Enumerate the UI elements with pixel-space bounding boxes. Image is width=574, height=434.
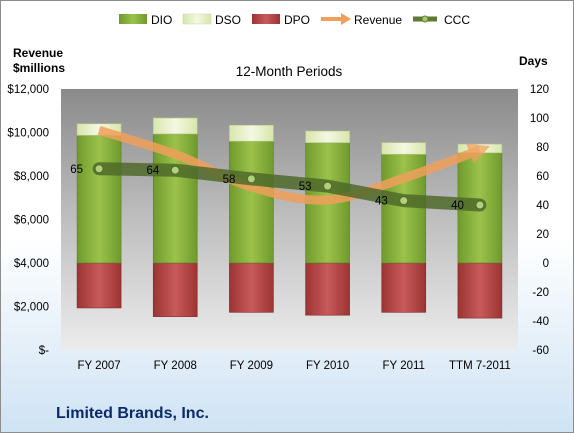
x-tick-label: FY 2007 [77,360,120,372]
right-tick-label: -60 [532,345,549,357]
right-tick-label: 20 [536,229,549,241]
bar-dpo [76,262,122,309]
ccc-group: 65 64 58 53 43 40 [70,162,487,212]
x-tick-label: FY 2011 [383,360,425,372]
bar-dpo [457,262,503,319]
legend-swatch-dpo [252,14,280,24]
bar-dpo [381,262,427,313]
revenue-line [97,126,491,205]
ccc-line [92,162,487,212]
bar-dio [76,135,122,264]
legend-label-dpo: DPO [284,13,310,27]
ccc-point [323,181,333,191]
left-tick-label: $4,000 [14,258,49,270]
legend-label-ccc: CCC [444,13,470,27]
legend-swatch-dio [119,14,147,24]
ccc-point [94,164,104,174]
legend-arrow-revenue [341,13,351,25]
bar-dso [305,130,350,143]
right-axis-ticks: 120 100 80 60 40 20 0 -20 -40 -60 [530,84,549,357]
right-tick-label: -20 [532,287,549,299]
left-tick-label: $2,000 [14,302,49,314]
bar-dso [229,124,274,142]
bar-dso [76,123,122,136]
bars-group [76,117,503,319]
ccc-data-label: 53 [299,181,312,193]
right-tick-label: -40 [532,316,549,328]
right-tick-label: 40 [536,200,549,212]
left-tick-label: $10,000 [7,128,49,140]
bar-dpo [305,262,350,316]
ccc-point [399,196,409,206]
chart-title: 12-Month Periods [236,64,343,79]
right-tick-label: 100 [530,113,549,125]
ccc-data-label: 58 [223,174,236,186]
bar-dso [152,117,198,135]
left-tick-label: $- [39,345,49,357]
right-axis-title: Days [519,54,548,68]
left-axis-title-line2: $millions [13,61,65,75]
plot-area [61,89,518,350]
left-tick-label: $6,000 [14,215,49,227]
right-tick-label: 60 [536,171,549,183]
x-tick-label: FY 2009 [230,360,273,372]
x-axis-ticks: FY 2007 FY 2008 FY 2009 FY 2010 FY 2011 TTM 7… [77,360,510,372]
right-tick-label: 0 [543,258,549,270]
x-tick-label: FY 2010 [306,360,349,372]
ccc-data-label: 40 [451,200,464,212]
revenue-group [97,126,491,205]
bar-dpo [229,262,274,313]
legend-marker-ccc [421,15,429,23]
ccc-data-label: 65 [70,164,83,176]
left-tick-label: $12,000 [7,84,49,96]
left-axis-ticks: $12,000 $10,000 $8,000 $6,000 $4,000 $2,000 $- [7,84,49,357]
legend-label-dio: DIO [151,13,172,27]
company-name: Limited Brands, Inc. [56,405,209,422]
x-tick-label: FY 2008 [154,360,197,372]
ccc-data-label: 64 [146,165,159,177]
right-tick-label: 80 [536,142,549,154]
legend-swatch-dso [182,13,212,25]
bar-dso [381,142,427,155]
left-axis-title-line1: Revenue [13,46,63,60]
ccc-point [246,174,256,184]
bar-dpo [152,262,198,317]
ccc-point [475,200,485,210]
left-tick-label: $8,000 [14,171,49,183]
ccc-point [170,165,180,175]
legend: DIO DSO DPO Revenue CCC [119,13,470,27]
ccc-data-label: 43 [375,196,388,208]
bar-dio [229,140,274,264]
x-tick-label: TTM 7-2011 [449,360,511,372]
right-tick-label: 120 [530,84,549,96]
legend-label-dso: DSO [215,13,241,27]
legend-label-revenue: Revenue [354,13,402,27]
